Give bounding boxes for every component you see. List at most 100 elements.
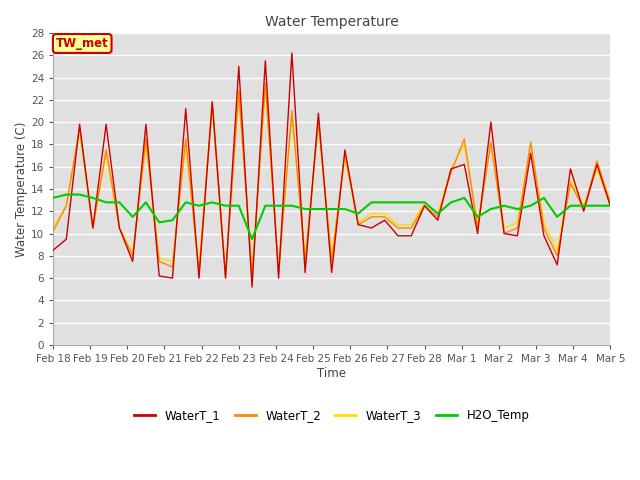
WaterT_2 bbox=[607, 200, 614, 205]
WaterT_2 bbox=[566, 180, 574, 186]
WaterT_3 bbox=[221, 270, 229, 276]
H2O_Temp bbox=[116, 200, 124, 205]
WaterT_3 bbox=[447, 166, 455, 172]
WaterT_3 bbox=[434, 211, 442, 216]
Line: WaterT_2: WaterT_2 bbox=[53, 83, 611, 276]
H2O_Temp bbox=[355, 211, 362, 216]
H2O_Temp bbox=[63, 192, 70, 197]
WaterT_2 bbox=[408, 225, 415, 231]
WaterT_2 bbox=[447, 169, 455, 175]
WaterT_3 bbox=[554, 247, 561, 253]
WaterT_3 bbox=[168, 259, 176, 264]
WaterT_1 bbox=[408, 233, 415, 239]
WaterT_2 bbox=[102, 147, 110, 153]
Line: WaterT_1: WaterT_1 bbox=[53, 53, 611, 287]
H2O_Temp bbox=[554, 214, 561, 220]
WaterT_1 bbox=[262, 58, 269, 64]
WaterT_1 bbox=[116, 225, 124, 231]
WaterT_1 bbox=[554, 262, 561, 268]
WaterT_3 bbox=[607, 203, 614, 209]
WaterT_3 bbox=[355, 219, 362, 225]
WaterT_2 bbox=[540, 225, 548, 231]
H2O_Temp bbox=[593, 203, 601, 209]
H2O_Temp bbox=[381, 200, 388, 205]
H2O_Temp bbox=[408, 200, 415, 205]
WaterT_3 bbox=[248, 270, 256, 276]
WaterT_2 bbox=[593, 158, 601, 164]
Legend: WaterT_1, WaterT_2, WaterT_3, H2O_Temp: WaterT_1, WaterT_2, WaterT_3, H2O_Temp bbox=[129, 404, 534, 426]
Y-axis label: Water Temperature (C): Water Temperature (C) bbox=[15, 121, 28, 257]
X-axis label: Time: Time bbox=[317, 367, 346, 380]
WaterT_2 bbox=[142, 136, 150, 142]
WaterT_3 bbox=[76, 128, 83, 134]
WaterT_1 bbox=[381, 217, 388, 223]
WaterT_1 bbox=[460, 162, 468, 168]
WaterT_3 bbox=[156, 255, 163, 261]
WaterT_2 bbox=[275, 270, 282, 276]
H2O_Temp bbox=[49, 195, 57, 201]
WaterT_2 bbox=[487, 139, 495, 145]
WaterT_3 bbox=[328, 253, 335, 259]
H2O_Temp bbox=[301, 206, 309, 212]
WaterT_1 bbox=[513, 233, 521, 239]
WaterT_2 bbox=[288, 108, 296, 114]
Line: WaterT_3: WaterT_3 bbox=[53, 89, 611, 273]
WaterT_2 bbox=[355, 222, 362, 228]
WaterT_2 bbox=[527, 139, 534, 145]
H2O_Temp bbox=[487, 206, 495, 212]
WaterT_1 bbox=[102, 121, 110, 127]
WaterT_2 bbox=[262, 80, 269, 86]
H2O_Temp bbox=[288, 203, 296, 209]
H2O_Temp bbox=[76, 192, 83, 197]
H2O_Temp bbox=[460, 195, 468, 201]
WaterT_1 bbox=[328, 270, 335, 276]
WaterT_3 bbox=[593, 166, 601, 172]
WaterT_3 bbox=[460, 142, 468, 147]
WaterT_3 bbox=[89, 225, 97, 231]
WaterT_1 bbox=[168, 275, 176, 281]
WaterT_3 bbox=[341, 155, 349, 161]
WaterT_3 bbox=[314, 121, 322, 127]
WaterT_3 bbox=[262, 86, 269, 92]
WaterT_2 bbox=[89, 225, 97, 231]
WaterT_1 bbox=[275, 275, 282, 281]
WaterT_1 bbox=[221, 275, 229, 281]
WaterT_1 bbox=[129, 259, 136, 264]
WaterT_2 bbox=[341, 150, 349, 156]
WaterT_2 bbox=[500, 231, 508, 237]
WaterT_3 bbox=[540, 219, 548, 225]
H2O_Temp bbox=[328, 206, 335, 212]
H2O_Temp bbox=[500, 203, 508, 209]
WaterT_2 bbox=[394, 225, 402, 231]
WaterT_1 bbox=[355, 222, 362, 228]
WaterT_2 bbox=[554, 253, 561, 259]
H2O_Temp bbox=[566, 203, 574, 209]
WaterT_1 bbox=[63, 236, 70, 242]
WaterT_1 bbox=[89, 225, 97, 231]
WaterT_2 bbox=[314, 119, 322, 125]
WaterT_3 bbox=[527, 142, 534, 147]
WaterT_2 bbox=[168, 264, 176, 270]
WaterT_1 bbox=[487, 119, 495, 125]
H2O_Temp bbox=[221, 203, 229, 209]
H2O_Temp bbox=[195, 203, 203, 209]
WaterT_3 bbox=[235, 91, 243, 97]
WaterT_3 bbox=[487, 142, 495, 147]
WaterT_1 bbox=[195, 275, 203, 281]
WaterT_1 bbox=[607, 203, 614, 209]
WaterT_1 bbox=[156, 273, 163, 279]
H2O_Temp bbox=[314, 206, 322, 212]
WaterT_1 bbox=[474, 231, 481, 237]
H2O_Temp bbox=[367, 200, 375, 205]
WaterT_2 bbox=[460, 136, 468, 142]
WaterT_1 bbox=[420, 203, 428, 209]
H2O_Temp bbox=[394, 200, 402, 205]
WaterT_2 bbox=[513, 225, 521, 231]
H2O_Temp bbox=[474, 214, 481, 220]
WaterT_1 bbox=[76, 121, 83, 127]
WaterT_3 bbox=[63, 203, 70, 209]
WaterT_3 bbox=[102, 150, 110, 156]
WaterT_1 bbox=[182, 106, 189, 112]
WaterT_1 bbox=[248, 284, 256, 290]
H2O_Temp bbox=[513, 206, 521, 212]
